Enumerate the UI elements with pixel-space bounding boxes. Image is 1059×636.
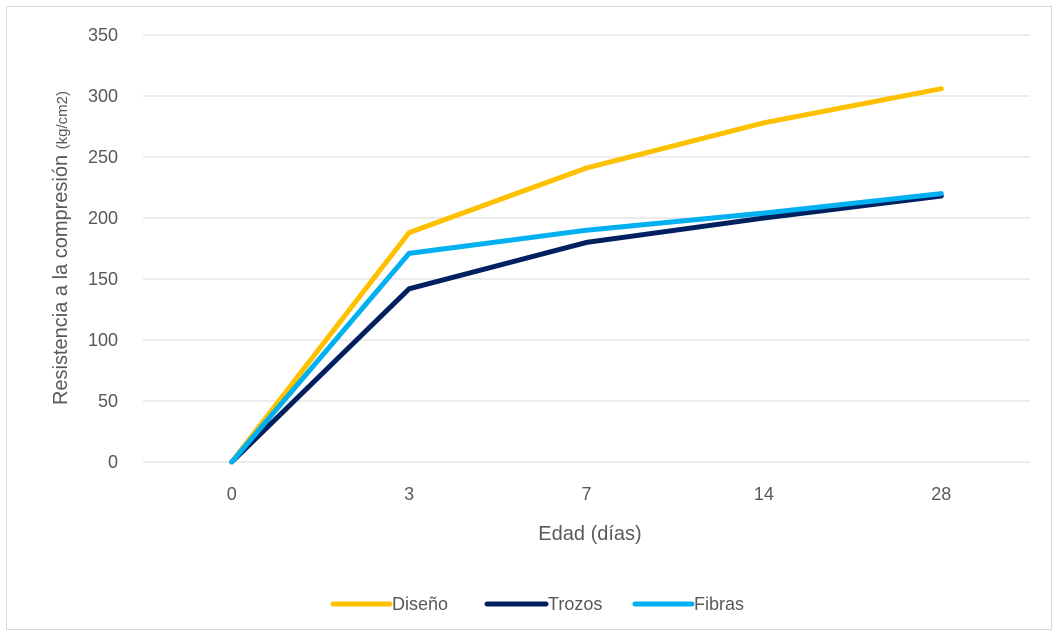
legend: Diseño Trozos Fibras [330, 594, 744, 614]
x-axis-title: Edad (días) [538, 523, 641, 545]
y-tick-label: 0 [108, 452, 118, 472]
y-axis-ticks: 0 50 100 150 200 250 300 350 [88, 25, 118, 472]
chart-frame [6, 6, 1052, 630]
x-tick-label: 0 [227, 484, 237, 504]
x-tick-label: 3 [404, 484, 414, 504]
y-tick-label: 150 [88, 269, 118, 289]
series-lines [229, 86, 944, 465]
y-tick-label: 50 [98, 391, 118, 411]
y-tick-label: 250 [88, 147, 118, 167]
series-line-trozos [229, 193, 944, 465]
legend-label-trozos: Trozos [548, 594, 602, 614]
y-tick-label: 300 [88, 86, 118, 106]
x-tick-label: 14 [754, 484, 774, 504]
y-axis-title-main: Resistencia a la compresión [50, 155, 72, 405]
y-tick-label: 350 [88, 25, 118, 45]
y-tick-label: 200 [88, 208, 118, 228]
x-tick-label: 7 [581, 484, 591, 504]
x-tick-label: 28 [931, 484, 951, 504]
series-line-fibras [229, 191, 944, 465]
series-line-diseño [229, 86, 944, 465]
y-axis-title: Resistencia a la compresión (kg/cm2) [50, 91, 72, 405]
y-tick-label: 100 [88, 330, 118, 350]
legend-label-diseño: Diseño [392, 594, 448, 614]
legend-label-fibras: Fibras [694, 594, 744, 614]
y-axis-title-unit: (kg/cm2) [54, 91, 71, 149]
x-axis-ticks: 0 3 7 14 28 [227, 484, 952, 504]
